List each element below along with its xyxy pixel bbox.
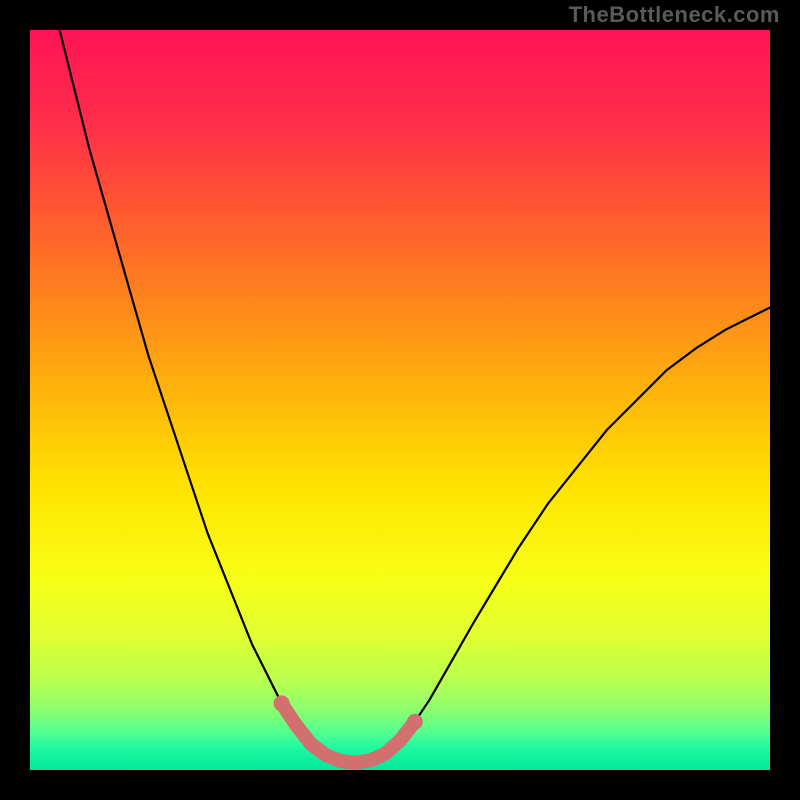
bottleneck-chart: TheBottleneck.com xyxy=(0,0,800,800)
trough-marker xyxy=(407,714,423,730)
watermark-text: TheBottleneck.com xyxy=(569,2,780,28)
plot-background xyxy=(30,30,770,770)
chart-svg xyxy=(0,0,800,800)
trough-marker xyxy=(274,695,290,711)
